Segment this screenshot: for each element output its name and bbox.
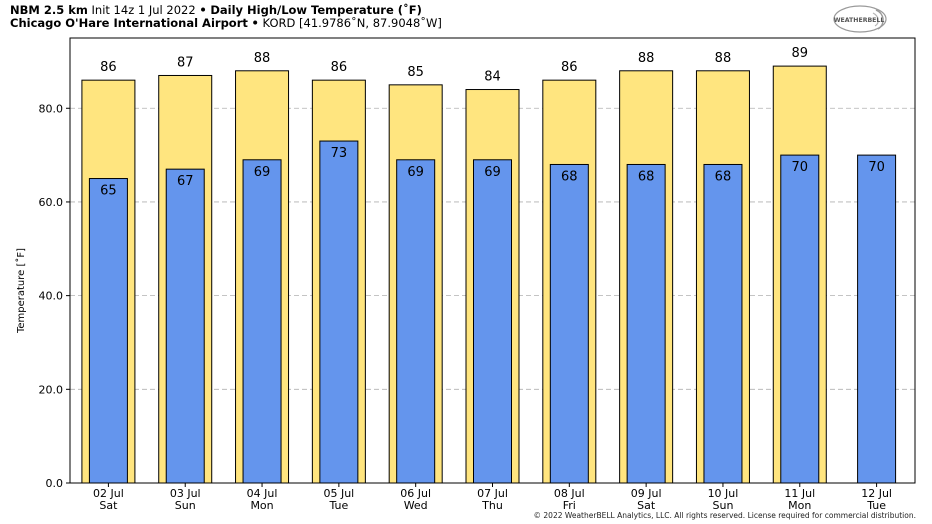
x-tick-date: 07 Jul	[477, 487, 508, 500]
low-temp-bar	[549, 163, 589, 484]
x-tick-date: 10 Jul	[708, 487, 739, 500]
x-tick-day: Mon	[250, 499, 273, 512]
x-tick-date: 03 Jul	[170, 487, 201, 500]
y-tick-label: 80.0	[39, 102, 64, 115]
x-tick-date: 12 Jul	[861, 487, 892, 500]
x-tick-date: 06 Jul	[400, 487, 431, 500]
weatherbell-logo: WEATHERBELL	[833, 5, 887, 33]
location-name: Chicago O'Hare International Airport	[10, 16, 248, 30]
high-temp-label: 84	[484, 70, 501, 85]
x-tick-date: 02 Jul	[93, 487, 124, 500]
x-tick-date: 08 Jul	[554, 487, 585, 500]
low-temp-label: 68	[561, 169, 578, 184]
x-tick-date: 04 Jul	[247, 487, 278, 500]
low-temp-label: 68	[638, 169, 655, 184]
high-temp-label: 86	[100, 60, 117, 75]
high-temp-label: 88	[715, 51, 732, 66]
low-temp-label: 69	[484, 165, 501, 180]
init-time: Init 14z 1 Jul 2022	[91, 3, 196, 17]
bar-labels: 86 65 87 67 88 69 86 73 85 69 84 69 86 68 88 68 88 68 89 70…	[100, 46, 885, 198]
low-temp-bar	[242, 159, 282, 484]
model-name: NBM 2.5 km	[10, 3, 88, 17]
x-tick-day: Sun	[175, 499, 196, 512]
copyright-notice: © 2022 WeatherBELL Analytics, LLC. All r…	[533, 511, 916, 520]
x-tick-day: Sat	[637, 499, 656, 512]
header-separator: •	[251, 16, 259, 30]
low-temp-label: 68	[715, 169, 732, 184]
x-tick-day: Mon	[788, 499, 811, 512]
y-tick-label: 0.0	[46, 477, 64, 490]
chart-header-line-1: NBM 2.5 km Init 14z 1 Jul 2022 • Daily H…	[10, 3, 422, 17]
y-axis-label: Temperature [˚F]	[15, 248, 27, 334]
x-tick-day: Sun	[712, 499, 733, 512]
low-temp-label: 67	[177, 174, 194, 189]
x-tick-date: 09 Jul	[631, 487, 662, 500]
low-temp-bar	[88, 178, 128, 484]
low-temp-bar	[396, 159, 436, 484]
low-temp-bar	[319, 140, 359, 484]
low-temp-label: 69	[407, 165, 424, 180]
low-temp-label: 70	[868, 160, 885, 175]
x-tick-date: 11 Jul	[784, 487, 815, 500]
bars	[81, 65, 897, 484]
high-temp-label: 86	[561, 60, 578, 75]
low-temp-bar	[857, 154, 897, 484]
low-temp-bar	[165, 168, 205, 484]
high-temp-label: 87	[177, 55, 194, 70]
x-tick-day: Tue	[866, 499, 886, 512]
high-temp-label: 88	[638, 51, 655, 66]
x-tick-day: Sat	[99, 499, 118, 512]
low-temp-label: 70	[791, 160, 808, 175]
y-axis: 0.0 20.0 40.0 60.0 80.0	[39, 102, 70, 490]
low-temp-bar	[703, 163, 743, 484]
x-tick-day: Tue	[328, 499, 348, 512]
low-temp-label: 73	[331, 146, 348, 161]
y-tick-label: 40.0	[39, 290, 64, 303]
high-temp-label: 85	[407, 65, 424, 80]
high-temp-label: 88	[254, 51, 271, 66]
chart-header-line-2: Chicago O'Hare International Airport • K…	[10, 16, 442, 30]
low-temp-bar	[626, 163, 666, 484]
y-tick-label: 20.0	[39, 383, 64, 396]
low-temp-bar	[473, 159, 512, 484]
x-tick-day: Thu	[481, 499, 503, 512]
x-tick-day: Wed	[404, 499, 428, 512]
low-temp-label: 65	[100, 184, 117, 199]
high-temp-label: 89	[791, 46, 808, 61]
x-tick-day: Fri	[563, 499, 576, 512]
header-separator: •	[199, 3, 207, 17]
high-temp-label: 86	[331, 60, 348, 75]
station-info: KORD [41.9786˚N, 87.9048˚W]	[262, 16, 442, 30]
y-tick-label: 60.0	[39, 196, 64, 209]
low-temp-bar	[780, 154, 820, 484]
x-tick-date: 05 Jul	[323, 487, 354, 500]
low-temp-label: 69	[254, 165, 271, 180]
logo-text: WEATHERBELL	[834, 17, 885, 24]
chart-title: Daily High/Low Temperature (˚F)	[210, 3, 422, 17]
